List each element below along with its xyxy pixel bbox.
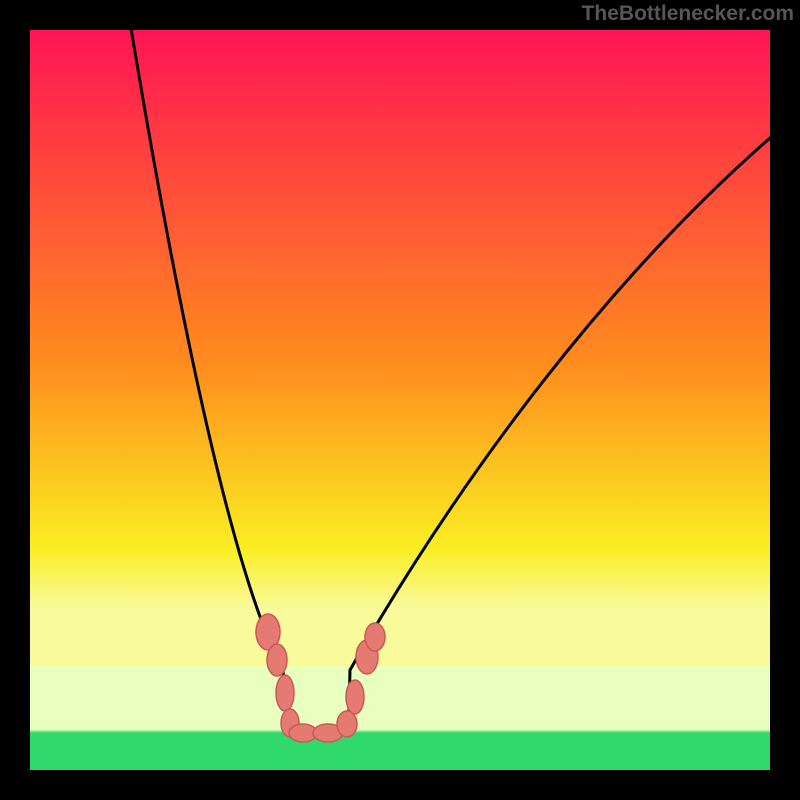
watermark-text: TheBottlenecker.com <box>582 2 794 26</box>
chart-container: TheBottlenecker.com <box>0 0 800 800</box>
background-gradient <box>30 30 770 770</box>
plot-area <box>30 30 770 770</box>
